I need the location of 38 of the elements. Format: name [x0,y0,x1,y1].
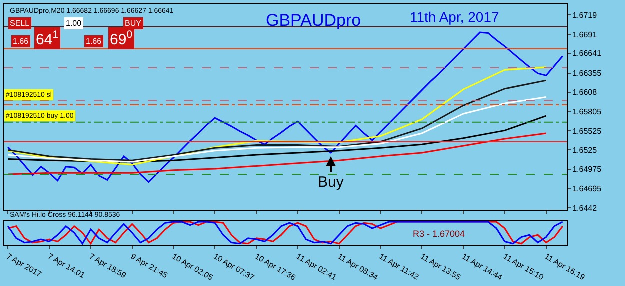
x-tick-label: 11 Apr 15:10 [502,252,546,282]
x-tick-label: 11 Apr 08:34 [336,252,380,282]
y-tick-label: 1.6442 [572,204,598,213]
x-tick-label: 10 Apr 02:05 [170,252,215,283]
x-tick-label: 11 Apr 14:44 [460,252,504,282]
y-tick-label: 1.6608 [572,88,598,98]
annotation: 11th Apr, 2017 [410,9,500,25]
x-tick-label: 7 Apr 2017 [5,252,44,280]
annotation: 64$^{1}$ [36,29,59,48]
y-tick-label: 1.66641 [572,49,602,58]
annotation: 1.66 [13,37,30,46]
y-tick-label: 1.65805 [572,107,602,116]
y-tick-label: 1.6691 [572,30,598,40]
y-tick-label: 1.6719 [572,10,598,20]
annotation: GBPAUDpro [266,11,362,30]
line-series [7,66,548,166]
x-tick-label: 11 Apr 16:19 [543,252,588,282]
annotation: 1.00 [66,19,82,28]
annotation: BUY [125,19,142,28]
y-tick-label: 1.6525 [572,146,598,155]
line-series [7,132,548,176]
x-tick-label: 10 Apr 17:36 [254,252,298,283]
x-tick-label: 11 Apr 11:42 [378,252,421,282]
y-tick-label: 1.64695 [572,184,602,194]
x-tick-label: 9 Apr 21:45 [129,252,170,281]
x-tick-label: 11 Apr 13:55 [419,252,463,282]
annotation: SELL [10,19,30,28]
x-tick-label: 10 Apr 07:37 [212,252,256,283]
x-tick-label: 7 Apr 18:59 [88,252,128,281]
annotation: 1.66 [86,37,102,46]
annotation: Buy [318,174,344,191]
annotation: 69$^{0}$ [110,29,133,48]
line-series [7,80,548,162]
annotation: R3 - 1.67004 [413,229,466,239]
y-tick-label: 1.65525 [572,126,602,136]
y-tick-label: 1.66355 [572,69,602,78]
y-tick-label: 1.64975 [572,165,602,174]
line-series [7,96,548,163]
